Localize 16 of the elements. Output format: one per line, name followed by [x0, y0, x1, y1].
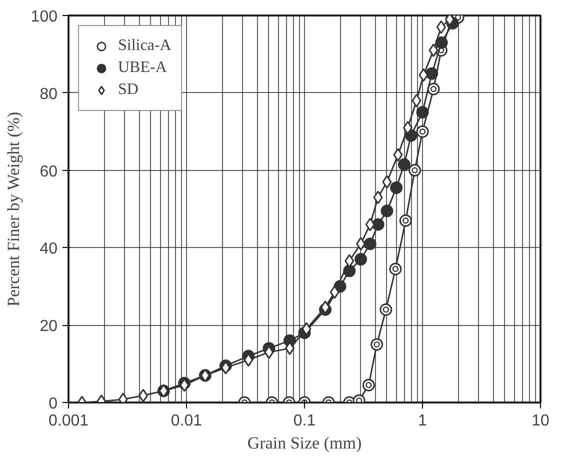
y-axis-title: Percent Finer by Weight (%)	[4, 112, 23, 307]
legend-label: Silica-A	[118, 37, 172, 55]
y-tick-label: 80	[40, 86, 58, 103]
y-tick-label: 60	[40, 163, 58, 180]
y-tick-label: 40	[40, 240, 58, 258]
legend-label: SD	[118, 81, 138, 99]
x-tick-label: 0.01	[170, 412, 202, 430]
y-tick-label: 100	[30, 8, 58, 26]
x-axis-title: Grain Size (mm)	[247, 434, 362, 452]
x-tick-label: 0.001	[48, 412, 89, 430]
y-tick-label: 20	[40, 318, 58, 336]
y-tick-label: 0	[48, 396, 58, 412]
x-tick-label: 1	[418, 412, 428, 430]
x-tick-label: 0.1	[293, 412, 316, 430]
x-tick-label: 10	[532, 412, 550, 430]
legend-label: UBE-A	[118, 59, 167, 77]
